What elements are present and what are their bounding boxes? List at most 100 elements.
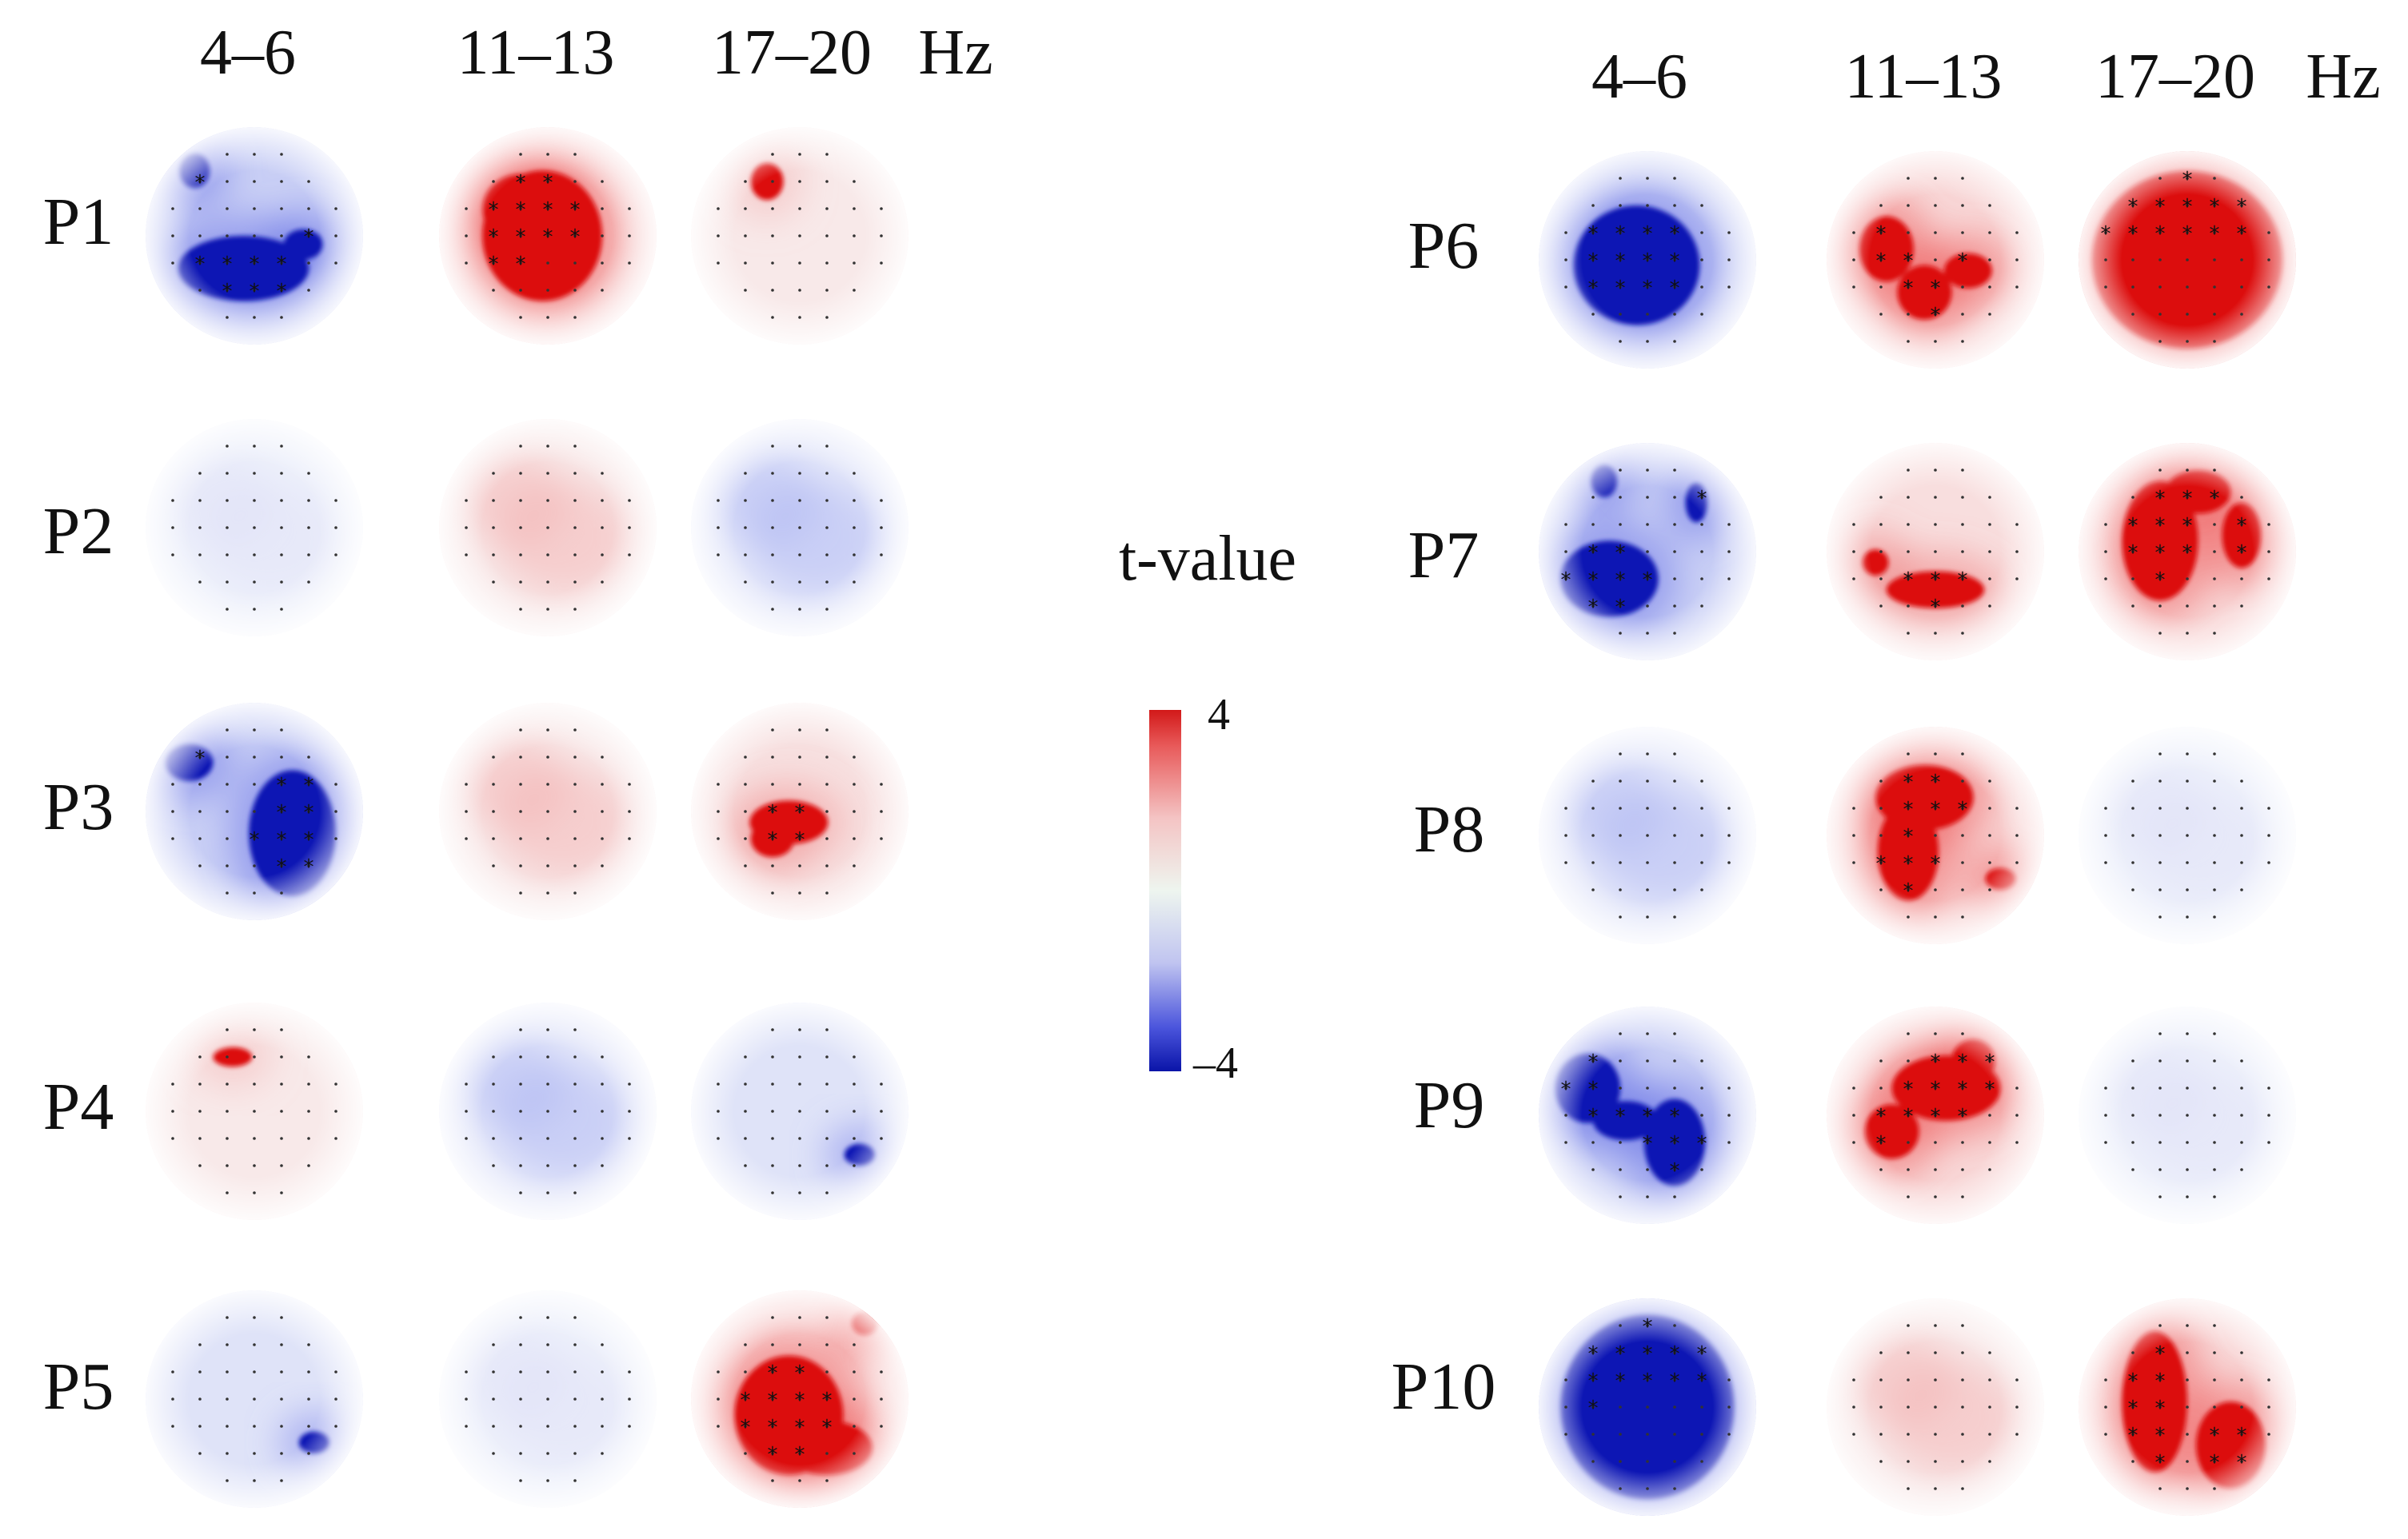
sensor-dot bbox=[2240, 231, 2243, 234]
sensor-dot bbox=[1988, 1168, 1991, 1171]
sensor-dot bbox=[628, 1370, 631, 1374]
sensor-dot bbox=[1961, 258, 1964, 261]
sensor-dot bbox=[253, 207, 256, 210]
sensor-dot bbox=[1564, 861, 1567, 864]
sensor-dot bbox=[1700, 1141, 1703, 1144]
sensor-dot bbox=[1879, 258, 1883, 261]
sensor-dot bbox=[492, 472, 495, 475]
sensor-dot bbox=[853, 472, 856, 475]
sensor-dot bbox=[771, 445, 774, 448]
sensor-dot bbox=[880, 1370, 883, 1374]
sensor-dot bbox=[253, 261, 256, 265]
sensor-dot bbox=[798, 472, 801, 475]
sensor-dot bbox=[1907, 258, 1910, 261]
sensor-dot bbox=[825, 445, 829, 448]
sensor-dot bbox=[1961, 340, 1964, 343]
topomap-p6-4-6: * * * * * * * * * * * * bbox=[1539, 151, 1756, 369]
sensor-dot bbox=[1907, 1324, 1910, 1327]
participant-label-p8: P8 bbox=[1414, 792, 1485, 867]
sensor-dot bbox=[253, 499, 256, 502]
significance-star: * bbox=[1876, 249, 1887, 273]
sensor-dot bbox=[1700, 1405, 1703, 1409]
sensor-dot bbox=[253, 445, 256, 448]
topomap-sensors bbox=[717, 1028, 883, 1194]
sensor-dot bbox=[825, 1479, 829, 1482]
topomap-sensors bbox=[2104, 468, 2270, 635]
topomap-sensors bbox=[2104, 177, 2270, 343]
sensor-dot bbox=[1700, 1114, 1703, 1117]
sensor-dot bbox=[1907, 468, 1910, 472]
sensor-dot bbox=[198, 1343, 202, 1346]
sensor-dot bbox=[771, 180, 774, 183]
sensor-dot bbox=[2186, 807, 2189, 810]
sensor-dot bbox=[226, 445, 229, 448]
sensor-dot bbox=[280, 1397, 283, 1401]
sensor-dot bbox=[253, 1316, 256, 1319]
sensor-dot bbox=[2213, 1460, 2216, 1463]
sensor-dot bbox=[492, 180, 495, 183]
sensor-dot bbox=[2186, 204, 2189, 207]
sensor-dot bbox=[1879, 861, 1883, 864]
sensor-dot bbox=[280, 1028, 283, 1031]
sensor-dot bbox=[771, 234, 774, 237]
sensor-dot bbox=[2213, 285, 2216, 289]
sensor-dot bbox=[1564, 1433, 1567, 1436]
sensor-dot bbox=[1619, 1433, 1622, 1436]
sensor-dot bbox=[2158, 313, 2162, 316]
sensor-dot bbox=[2186, 752, 2189, 756]
significance-star: * bbox=[2210, 222, 2220, 246]
sensor-dot bbox=[744, 1397, 747, 1401]
sensor-dot bbox=[2186, 1324, 2189, 1327]
sensor-dot bbox=[771, 472, 774, 475]
sensor-dot bbox=[1727, 1141, 1731, 1144]
sensor-dot bbox=[744, 1452, 747, 1455]
sensor-dot bbox=[2213, 1059, 2216, 1063]
sensor-dot bbox=[1988, 604, 1991, 608]
sensor-dot bbox=[465, 234, 468, 237]
sensor-dot bbox=[1646, 1032, 1649, 1035]
topomap-sensors bbox=[171, 153, 337, 319]
sensor-dot bbox=[2186, 888, 2189, 891]
sensor-dot bbox=[226, 1370, 229, 1374]
colorbar-min-label: –4 bbox=[1192, 1039, 1238, 1088]
sensor-dot bbox=[198, 783, 202, 786]
sensor-dot bbox=[771, 608, 774, 611]
sensor-dot bbox=[798, 580, 801, 584]
significance-star: * bbox=[250, 253, 260, 277]
sensor-dot bbox=[1988, 807, 1991, 810]
sensor-dot bbox=[1934, 1460, 1937, 1463]
sensor-dot bbox=[2213, 779, 2216, 783]
sensor-dot bbox=[2186, 340, 2189, 343]
sensor-dot bbox=[717, 1110, 720, 1113]
sensor-dot bbox=[253, 1397, 256, 1401]
sensor-dot bbox=[1727, 1378, 1731, 1382]
sensor-dot bbox=[1619, 285, 1622, 289]
sensor-dot bbox=[601, 580, 604, 584]
sensor-dot bbox=[171, 261, 174, 265]
sensor-dot bbox=[1907, 1059, 1910, 1063]
sensor-dot bbox=[2158, 1168, 2162, 1171]
sensor-dot bbox=[1961, 577, 1964, 580]
sensor-dot bbox=[744, 580, 747, 584]
significance-star: * bbox=[1615, 568, 1626, 592]
sensor-dot bbox=[1673, 915, 1676, 919]
sensor-dot bbox=[1619, 496, 1622, 499]
significance-star: * bbox=[1903, 277, 1914, 301]
sensor-dot bbox=[1879, 1460, 1883, 1463]
sensor-dot bbox=[2240, 779, 2243, 783]
sensor-dot bbox=[1673, 496, 1676, 499]
sensor-dot bbox=[717, 1137, 720, 1140]
sensor-dot bbox=[1673, 1324, 1676, 1327]
sensor-dot bbox=[573, 207, 577, 210]
sensor-dot bbox=[465, 1425, 468, 1428]
sensor-dot bbox=[1934, 1351, 1937, 1354]
sensor-dot bbox=[2015, 1405, 2019, 1409]
sensor-dot bbox=[601, 207, 604, 210]
sensor-dot bbox=[771, 1110, 774, 1113]
sensor-dot bbox=[2158, 861, 2162, 864]
sensor-dot bbox=[1591, 313, 1595, 316]
sensor-dot bbox=[1591, 496, 1595, 499]
sensor-dot bbox=[280, 526, 283, 529]
sensor-dot bbox=[546, 1479, 549, 1482]
sensor-dot bbox=[1619, 1141, 1622, 1144]
